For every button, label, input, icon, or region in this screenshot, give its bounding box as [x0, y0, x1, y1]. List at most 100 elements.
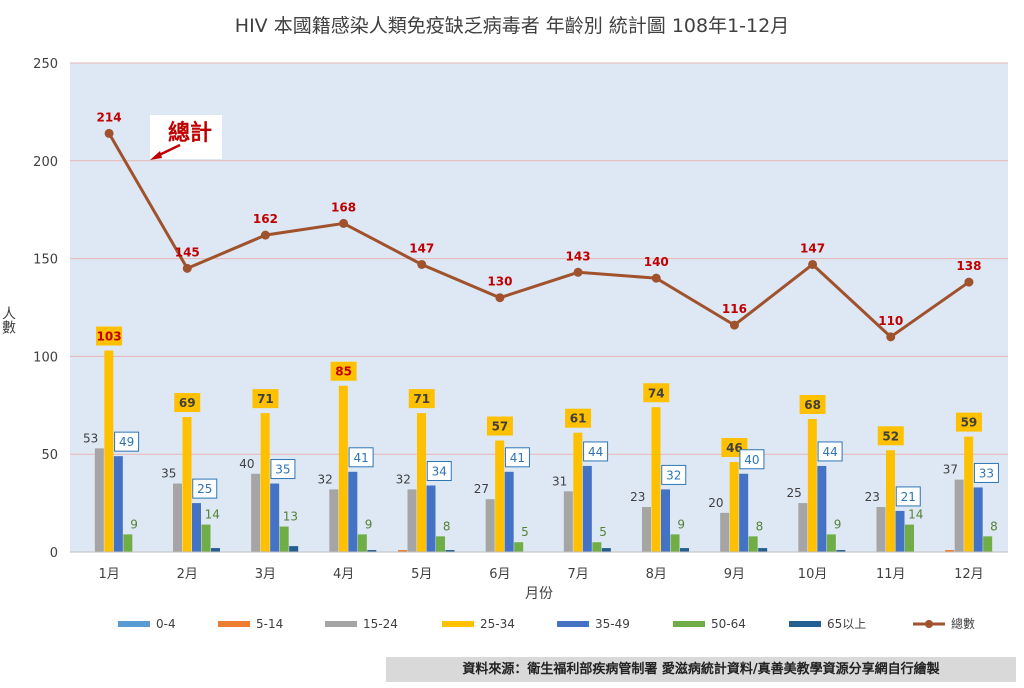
bar	[739, 473, 749, 552]
bar	[426, 485, 436, 552]
data-label: 59	[961, 416, 978, 430]
total-label: 143	[566, 249, 591, 263]
bar	[329, 489, 339, 552]
legend-marker	[442, 621, 474, 627]
bar	[905, 524, 914, 552]
legend-marker	[325, 621, 357, 627]
data-label: 46	[726, 441, 743, 455]
source-note: 資料來源：衛生福利部疾病管制署 愛滋病統計資料/真善美教學資源分享網自行繪製	[386, 657, 1016, 682]
bar	[661, 489, 670, 552]
total-label: 145	[175, 245, 200, 259]
data-label-box	[799, 394, 826, 414]
data-label-box	[486, 416, 513, 436]
total-label: 147	[409, 241, 434, 255]
data-label-box	[973, 462, 999, 483]
bar	[348, 471, 358, 552]
total-label: 138	[956, 259, 981, 273]
data-label: 14	[908, 508, 923, 522]
data-label-box	[114, 431, 140, 452]
x-tick-label: 3月	[255, 567, 276, 582]
total-point	[808, 259, 818, 269]
total-label: 130	[487, 275, 512, 289]
data-label: 25	[197, 482, 212, 496]
total-line-path	[107, 132, 970, 339]
data-label: 20	[708, 496, 723, 510]
x-tick-label: 10月	[798, 567, 828, 582]
bar	[182, 417, 192, 552]
y-tick-label: 0	[50, 546, 58, 561]
plot-area	[70, 63, 1008, 552]
total-point	[651, 273, 661, 283]
data-label-box	[174, 393, 201, 413]
bar	[945, 550, 955, 552]
bar	[826, 534, 836, 552]
data-label: 32	[396, 472, 411, 486]
legend-marker	[118, 621, 150, 627]
bar	[807, 418, 817, 552]
bar	[504, 471, 514, 552]
data-label: 8	[443, 519, 451, 533]
y-tick-label: 250	[33, 57, 58, 72]
data-label: 23	[865, 490, 880, 504]
total-point	[260, 230, 270, 240]
bar	[398, 550, 407, 552]
data-label: 68	[804, 398, 821, 412]
data-label: 25	[786, 486, 801, 500]
y-tick-label: 100	[33, 350, 58, 365]
bar	[251, 473, 261, 552]
data-label-box	[643, 383, 670, 403]
legend-marker	[673, 621, 705, 627]
total-label: 168	[331, 200, 356, 214]
total-point	[729, 320, 739, 330]
data-label: 52	[882, 429, 899, 443]
bar	[514, 542, 524, 552]
legend-label: 15-24	[363, 617, 398, 631]
data-label: 37	[943, 463, 958, 477]
data-label: 34	[432, 464, 447, 478]
legend-marker	[789, 621, 821, 627]
data-label-box	[504, 447, 530, 468]
data-label: 71	[413, 392, 430, 406]
bar	[563, 491, 573, 552]
data-label-box	[348, 447, 374, 468]
data-label: 61	[570, 412, 587, 426]
legend-label: 0-4	[156, 617, 176, 631]
bar	[886, 450, 895, 552]
legend-marker	[925, 620, 933, 628]
data-label-box	[739, 449, 765, 470]
data-label: 13	[283, 510, 298, 524]
bar	[680, 548, 689, 552]
legend-label: 35-49	[595, 617, 630, 631]
bar	[592, 542, 602, 552]
data-label: 8	[990, 519, 998, 533]
total-line	[104, 128, 974, 342]
data-label-box	[426, 460, 452, 481]
legend-label: 50-64	[711, 617, 746, 631]
data-label: 41	[353, 451, 368, 465]
data-label: 32	[317, 472, 332, 486]
x-tick-label: 2月	[177, 567, 198, 582]
x-tick-label: 5月	[411, 567, 432, 582]
total-label: 214	[97, 110, 122, 124]
bar	[670, 534, 680, 552]
data-label: 69	[179, 396, 196, 410]
bar	[367, 550, 377, 552]
data-label: 31	[552, 474, 567, 488]
bar	[983, 536, 993, 552]
legend-label: 65以上	[827, 617, 866, 631]
bar	[445, 550, 455, 552]
x-tick-label: 4月	[333, 567, 354, 582]
bar	[895, 510, 905, 552]
bar	[642, 507, 651, 552]
total-point	[495, 293, 505, 303]
x-tick-label: 11月	[876, 567, 906, 582]
bar	[173, 483, 182, 552]
data-label-box	[877, 426, 904, 446]
bar	[192, 503, 201, 552]
total-label: 147	[800, 241, 825, 255]
total-label: 110	[878, 314, 903, 328]
bar	[758, 548, 768, 552]
data-label: 9	[130, 517, 138, 531]
bar	[270, 483, 280, 552]
x-tick-label: 1月	[98, 567, 119, 582]
